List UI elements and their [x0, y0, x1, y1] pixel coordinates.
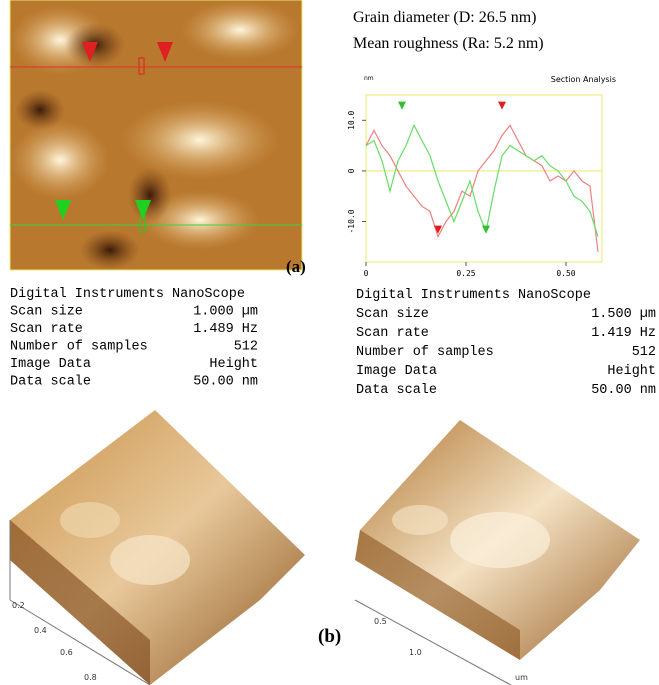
- section-chart: Section Analysis nm -10.0 0 10.0 0 0.25 0.50: [347, 75, 616, 278]
- panel-label: (b): [318, 626, 341, 647]
- info-label: Data scale: [10, 375, 91, 390]
- surface-axis-label: 0.4: [34, 626, 47, 635]
- info-label: Number of samples: [10, 340, 148, 355]
- info-value: 1.489 Hz: [193, 322, 258, 337]
- info-value: 50.00 nm: [193, 375, 258, 390]
- info-value: Height: [607, 364, 656, 379]
- y-tick-label: 10.0: [347, 110, 356, 129]
- header-line: Mean roughness (Ra: 5.2 nm): [353, 35, 544, 52]
- figure: (a) Grain diameter (D: 26.5 nm) Mean rou…: [0, 0, 659, 685]
- y-axis-label: nm: [364, 75, 374, 82]
- surface-3d: [10, 410, 305, 685]
- info-label: Image Data: [10, 357, 91, 372]
- info-title: Digital Instruments NanoScope: [10, 287, 245, 302]
- surface-axis-label: 0.2: [12, 601, 25, 610]
- info-label: Scan rate: [10, 322, 83, 337]
- info-value: 512: [234, 340, 258, 355]
- scan-info: Digital Instruments NanoScope Scan size 1.…: [10, 287, 656, 398]
- info-label: Scan size: [356, 307, 429, 322]
- info-value: 512: [632, 345, 656, 360]
- surface-axis-label: 0.8: [84, 673, 97, 682]
- surface-axis-label: 1.0: [409, 648, 422, 657]
- info-value: 1.000 µm: [193, 305, 258, 320]
- x-tick-label: 0.25: [456, 269, 475, 278]
- series-line: [366, 125, 598, 252]
- info-value: 1.419 Hz: [591, 326, 656, 341]
- afm-image: [10, 0, 302, 270]
- x-tick-label: 0: [364, 269, 369, 278]
- surface-axis-label: 0.5: [374, 617, 387, 626]
- info-title: Digital Instruments NanoScope: [356, 288, 591, 303]
- info-label: Scan size: [10, 305, 83, 320]
- info-label: Number of samples: [356, 345, 494, 360]
- cursor-marker: [398, 102, 406, 110]
- info-label: Data scale: [356, 383, 437, 398]
- cursor-marker: [482, 226, 490, 234]
- header-line: Grain diameter (D: 26.5 nm): [353, 9, 537, 26]
- series-line: [366, 125, 598, 236]
- y-tick-label: 0: [347, 168, 356, 173]
- surface-3d: [355, 420, 640, 685]
- info-value: 1.500 µm: [591, 307, 656, 322]
- info-value: 50.00 nm: [591, 383, 656, 398]
- info-label: Image Data: [356, 364, 437, 379]
- info-label: Scan rate: [356, 326, 429, 341]
- panel-label: (a): [286, 257, 306, 276]
- y-tick-label: -10.0: [347, 209, 356, 233]
- x-tick-label: 0.50: [556, 269, 575, 278]
- surface-axis-label: 0.6: [60, 648, 73, 657]
- info-value: Height: [209, 357, 258, 372]
- cursor-marker: [498, 102, 506, 110]
- surface-axis-label: um: [515, 673, 528, 682]
- chart-title: Section Analysis: [551, 75, 616, 84]
